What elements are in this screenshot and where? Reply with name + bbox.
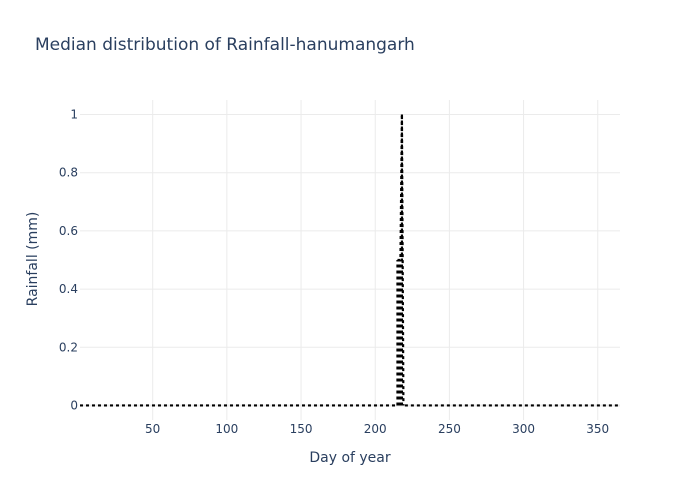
y-axis-ticks: 0 0.2 0.4 0.6 0.8 1 <box>59 108 78 413</box>
series-rainfall <box>80 114 620 407</box>
x-tick-label-350: 350 <box>586 422 609 436</box>
y-tick-label-0.2: 0.2 <box>59 340 78 354</box>
y-tick-label-0.4: 0.4 <box>59 282 78 296</box>
x-axis-title: Day of year <box>309 450 391 466</box>
x-tick-label-300: 300 <box>512 422 535 436</box>
x-tick-label-50: 50 <box>145 422 160 436</box>
y-tick-label-0: 0 <box>70 398 78 412</box>
x-tick-label-150: 150 <box>290 422 313 436</box>
y-axis-title: Rainfall (mm) <box>25 212 41 307</box>
x-tick-label-100: 100 <box>215 422 238 436</box>
x-tick-label-200: 200 <box>364 422 387 436</box>
y-tick-label-0.6: 0.6 <box>59 224 78 238</box>
y-tick-label-1: 1 <box>70 108 78 122</box>
grid-lines <box>80 100 620 420</box>
chart-title: Median distribution of Rainfall-hanumang… <box>35 35 415 55</box>
y-tick-label-0.8: 0.8 <box>59 166 78 180</box>
x-tick-label-250: 250 <box>438 422 461 436</box>
x-axis-ticks: 50 100 150 200 250 300 350 <box>145 422 609 436</box>
